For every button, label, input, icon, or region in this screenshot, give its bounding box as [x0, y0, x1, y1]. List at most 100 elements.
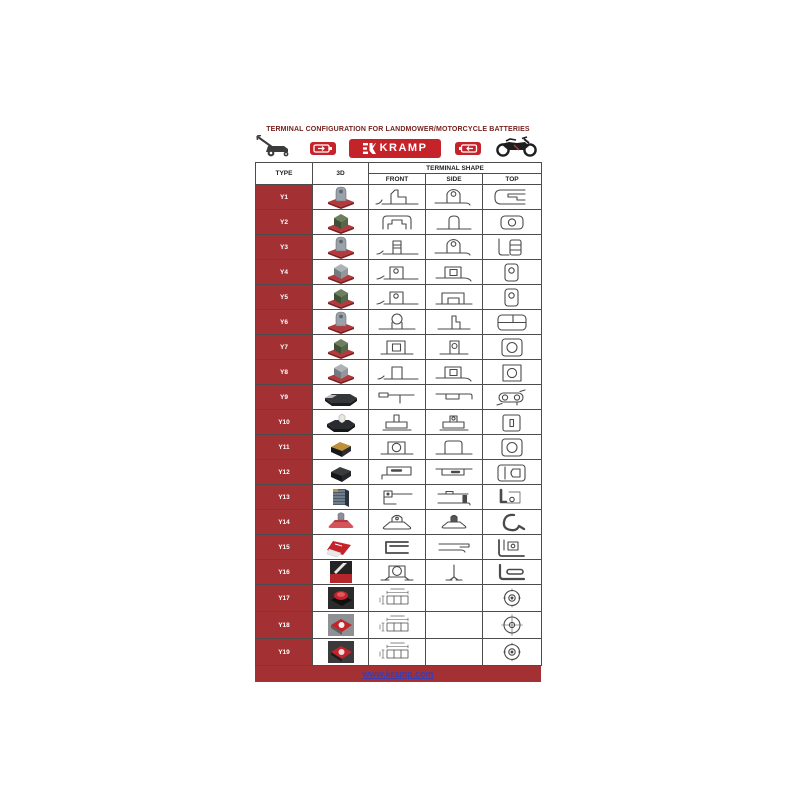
bolt-front-icon — [382, 514, 412, 530]
top-shape-drawing — [481, 234, 543, 260]
keyhole-post-icon — [378, 313, 416, 330]
gray-cube-red-base-icon — [327, 364, 354, 384]
table-row: Y6 — [255, 309, 543, 335]
table-row: Y4 — [255, 259, 543, 285]
kramp-logo-text: KRAMP — [379, 141, 428, 154]
connector-pin-icon — [381, 466, 412, 480]
terminal-3d-thumbnail — [312, 284, 369, 310]
side-shape-drawing — [425, 409, 483, 435]
front-shape-drawing — [368, 611, 426, 639]
square-in-square-icon — [435, 266, 472, 282]
terminal-3d-thumbnail — [312, 184, 369, 210]
rounded-square-big-circle-icon — [501, 438, 523, 457]
battery-icon — [309, 141, 336, 155]
front-shape-drawing — [368, 434, 426, 460]
rounded-vrect-circle-icon — [504, 263, 519, 282]
table-row: Y5 — [255, 284, 543, 310]
table-row: Y13 — [255, 484, 543, 510]
table-row: Y7 — [255, 334, 543, 360]
side-shape-drawing — [425, 259, 483, 285]
square-big-hole-splay-icon — [380, 565, 414, 581]
threaded-post-icon — [376, 240, 419, 255]
split-rect-bracket-icon — [498, 238, 522, 256]
type-badge: Y3 — [255, 234, 313, 260]
table-row: Y2 — [255, 209, 543, 235]
type-badge: Y2 — [255, 209, 313, 235]
empty-icon — [426, 612, 482, 638]
striped-box-icon — [332, 489, 349, 507]
side-shape-drawing — [425, 284, 483, 310]
type-badge: Y12 — [255, 459, 313, 485]
photo-red-knob-dark-icon — [327, 587, 354, 609]
top-shape-drawing — [481, 509, 543, 535]
post-hole-on-base-icon — [439, 415, 469, 431]
terminal-3d-thumbnail — [312, 359, 369, 385]
table-row: Y9 — [255, 384, 543, 410]
front-shape-drawing — [368, 309, 426, 335]
motorcycle-icon — [494, 135, 540, 162]
washer-crosshair-icon — [501, 614, 523, 636]
green-cube-red-base-icon — [327, 339, 354, 359]
kramp-website-link[interactable]: www.kramp.com — [362, 669, 434, 679]
battery-icon — [454, 141, 481, 155]
post-hole-icon — [376, 291, 419, 305]
top-shape-drawing — [481, 484, 543, 510]
plain-post-icon — [377, 366, 419, 380]
table-row: Y1 — [255, 184, 543, 210]
t-post-icon — [382, 414, 412, 431]
rounded-vrect-circle-icon — [504, 288, 519, 307]
type-badge: Y16 — [255, 559, 313, 585]
washer-icon — [503, 642, 521, 662]
photo-red-pad-gray-icon — [327, 614, 354, 636]
top-shape-drawing — [481, 459, 543, 485]
logo-row: KRAMP — [255, 134, 541, 162]
bar-pin-icon — [437, 490, 471, 506]
top-shape-drawing — [481, 309, 543, 335]
dimension-drawing-icon — [379, 642, 409, 659]
square-in-square-base-icon — [380, 340, 414, 355]
front-shape-drawing — [368, 584, 426, 612]
type-badge: Y11 — [255, 434, 313, 460]
table-row: Y8 — [255, 359, 543, 385]
column-header-side: SIDE — [425, 173, 483, 185]
dimension-drawing-icon — [379, 588, 409, 605]
dimension-drawing-icon — [379, 615, 409, 632]
front-shape-drawing — [368, 234, 426, 260]
top-shape-drawing — [481, 209, 543, 235]
top-shape-drawing — [481, 409, 543, 435]
black-wedge-gold-icon — [330, 442, 351, 457]
terminal-3d-thumbnail — [312, 409, 369, 435]
nested-c-icon — [498, 539, 525, 557]
table-row: Y10 — [255, 409, 543, 435]
side-shape-drawing — [425, 384, 483, 410]
table-row: Y17 — [255, 584, 543, 612]
top-shape-drawing — [481, 434, 543, 460]
side-shape-drawing — [425, 534, 483, 560]
notch-bracket-icon — [435, 292, 473, 305]
side-shape-drawing — [425, 509, 483, 535]
washer-icon — [503, 588, 521, 608]
footer-bar: www.kramp.com — [255, 666, 541, 682]
terminal-3d-thumbnail — [312, 209, 369, 235]
type-badge: Y6 — [255, 309, 313, 335]
front-shape-drawing — [368, 184, 426, 210]
type-badge: Y9 — [255, 384, 313, 410]
table-row: Y15 — [255, 534, 543, 560]
front-shape-drawing — [368, 334, 426, 360]
z-bracket-icon — [438, 543, 470, 553]
bracket-tab-icon — [383, 490, 413, 505]
terminal-3d-thumbnail — [312, 234, 369, 260]
table-row: Y3 — [255, 234, 543, 260]
column-header-front: FRONT — [368, 173, 426, 185]
top-shape-drawing — [481, 611, 543, 639]
black-box-white-post-icon — [326, 413, 355, 432]
front-shape-drawing — [368, 534, 426, 560]
side-shape-drawing — [425, 459, 483, 485]
front-shape-drawing — [368, 209, 426, 235]
flat-slot-icon — [435, 393, 473, 400]
column-header-3d: 3D — [312, 162, 369, 185]
type-badge: Y17 — [255, 584, 313, 612]
terminal-3d-thumbnail — [312, 484, 369, 510]
type-badge: Y5 — [255, 284, 313, 310]
arch-plain-icon — [436, 215, 472, 230]
